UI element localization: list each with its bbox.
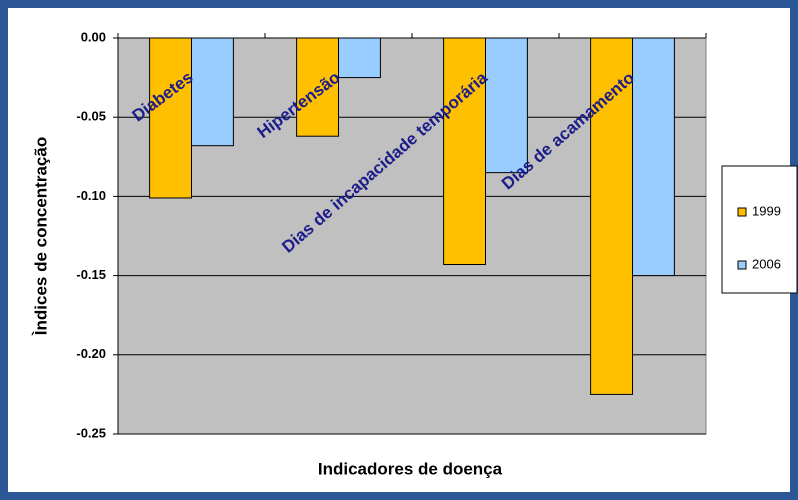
bar bbox=[296, 37, 340, 137]
bar bbox=[632, 37, 675, 277]
legend-label: 2006 bbox=[752, 256, 781, 271]
y-tick-label: -0.05 bbox=[76, 109, 106, 124]
y-tick-label: -0.15 bbox=[76, 267, 106, 282]
y-tick-label: -0.20 bbox=[76, 346, 106, 361]
legend-swatch bbox=[737, 207, 747, 217]
bar bbox=[485, 37, 528, 174]
bar bbox=[590, 37, 633, 395]
legend-box bbox=[721, 165, 798, 294]
legend-swatch bbox=[737, 260, 747, 270]
bar bbox=[443, 37, 487, 266]
bar bbox=[338, 37, 381, 79]
y-tick-label: -0.10 bbox=[76, 188, 106, 203]
y-tick-label: 0.00 bbox=[81, 29, 106, 44]
legend-label: 1999 bbox=[752, 203, 781, 218]
y-tick-label: -0.25 bbox=[76, 425, 106, 440]
bar bbox=[191, 37, 234, 147]
x-axis-title: Indicadores de doença bbox=[318, 459, 503, 478]
y-axis-title: Ìndices de concentração bbox=[31, 137, 50, 336]
bar bbox=[149, 37, 192, 199]
